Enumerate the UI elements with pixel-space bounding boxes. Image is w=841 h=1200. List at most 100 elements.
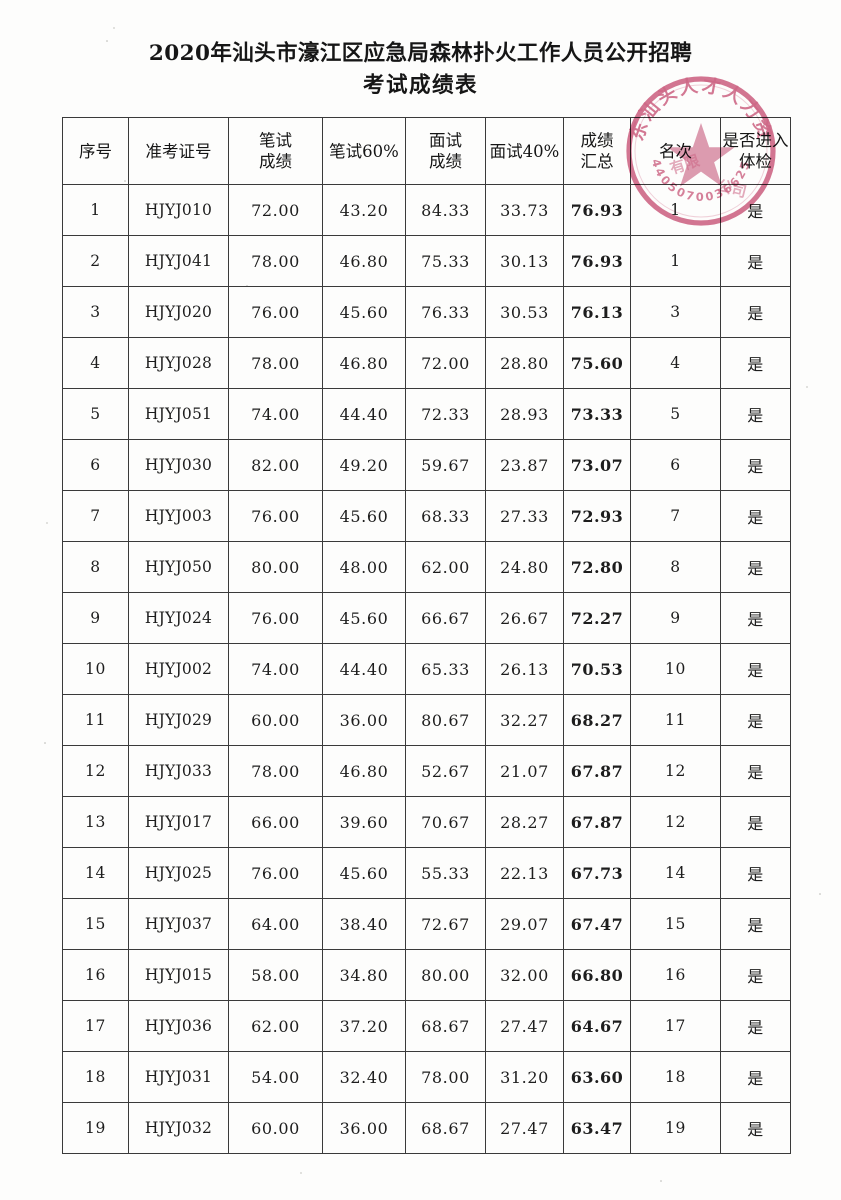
cell-written-score: 78.00	[228, 235, 323, 287]
cell-rank: 9	[630, 592, 721, 644]
column-header-rank: 名次	[630, 117, 721, 185]
cell-physical-exam: 是	[720, 388, 791, 440]
cell-total-score: 67.47	[563, 898, 631, 950]
cell-admission-code: HJYJ041	[128, 235, 229, 287]
cell-written-score: 76.00	[228, 847, 323, 899]
cell-physical-exam: 是	[720, 286, 791, 338]
cell-physical-exam: 是	[720, 184, 791, 236]
table-row: 2 HJYJ041 78.00 46.80 75.33 30.13 76.93 1 是	[62, 235, 791, 287]
cell-rank: 18	[630, 1051, 721, 1103]
table-row: 9 HJYJ024 76.00 45.60 66.67 26.67 72.27 9 是	[62, 592, 791, 644]
cell-written-score: 80.00	[228, 541, 323, 593]
cell-physical-exam: 是	[720, 643, 791, 695]
cell-admission-code: HJYJ050	[128, 541, 229, 593]
cell-total-score: 76.93	[563, 184, 631, 236]
cell-index: 16	[62, 949, 129, 1001]
cell-written-score: 76.00	[228, 592, 323, 644]
cell-admission-code: HJYJ051	[128, 388, 229, 440]
cell-rank: 7	[630, 490, 721, 542]
cell-interview-40: 30.53	[485, 286, 564, 338]
cell-interview-score: 62.00	[405, 541, 486, 593]
cell-written-60: 46.80	[322, 337, 406, 389]
cell-rank: 19	[630, 1102, 721, 1154]
cell-admission-code: HJYJ028	[128, 337, 229, 389]
cell-physical-exam: 是	[720, 235, 791, 287]
cell-written-60: 45.60	[322, 286, 406, 338]
cell-interview-40: 27.47	[485, 1102, 564, 1154]
cell-index: 11	[62, 694, 129, 746]
table-header-row: 序号 准考证号 笔试 成绩 笔试60% 面试 成绩	[62, 117, 791, 185]
cell-index: 13	[62, 796, 129, 848]
cell-written-60: 34.80	[322, 949, 406, 1001]
scan-speck	[819, 893, 821, 895]
cell-index: 18	[62, 1051, 129, 1103]
cell-interview-score: 52.67	[405, 745, 486, 797]
column-header-written60: 笔试60%	[322, 117, 406, 185]
cell-total-score: 67.73	[563, 847, 631, 899]
cell-interview-40: 24.80	[485, 541, 564, 593]
table-row: 5 HJYJ051 74.00 44.40 72.33 28.93 73.33 5 是	[62, 388, 791, 440]
cell-admission-code: HJYJ017	[128, 796, 229, 848]
cell-total-score: 72.80	[563, 541, 631, 593]
cell-interview-40: 28.93	[485, 388, 564, 440]
cell-physical-exam: 是	[720, 592, 791, 644]
table-row: 4 HJYJ028 78.00 46.80 72.00 28.80 75.60 4 是	[62, 337, 791, 389]
cell-index: 7	[62, 490, 129, 542]
cell-interview-score: 70.67	[405, 796, 486, 848]
cell-admission-code: HJYJ020	[128, 286, 229, 338]
cell-index: 17	[62, 1000, 129, 1052]
cell-written-60: 43.20	[322, 184, 406, 236]
cell-admission-code: HJYJ025	[128, 847, 229, 899]
column-header-interview40: 面试40%	[485, 117, 564, 185]
cell-admission-code: HJYJ033	[128, 745, 229, 797]
cell-interview-score: 59.67	[405, 439, 486, 491]
cell-written-60: 46.80	[322, 235, 406, 287]
cell-rank: 17	[630, 1000, 721, 1052]
cell-index: 4	[62, 337, 129, 389]
cell-physical-exam: 是	[720, 796, 791, 848]
column-header-pass: 是否进入 体检	[720, 117, 791, 185]
cell-physical-exam: 是	[720, 745, 791, 797]
cell-rank: 3	[630, 286, 721, 338]
cell-written-score: 78.00	[228, 337, 323, 389]
cell-interview-score: 80.67	[405, 694, 486, 746]
table-row: 10 HJYJ002 74.00 44.40 65.33 26.13 70.53 10 是	[62, 643, 791, 695]
scores-table-container: 序号 准考证号 笔试 成绩 笔试60% 面试 成绩	[62, 117, 791, 1154]
column-header-total: 成绩 汇总	[563, 117, 631, 185]
column-header-written: 笔试 成绩	[228, 117, 323, 185]
table-row: 18 HJYJ031 54.00 32.40 78.00 31.20 63.60 18 是	[62, 1051, 791, 1103]
table-body: 1 HJYJ010 72.00 43.20 84.33 33.73 76.93 1 是 2 HJYJ…	[62, 184, 791, 1154]
cell-total-score: 67.87	[563, 745, 631, 797]
cell-physical-exam: 是	[720, 337, 791, 389]
cell-total-score: 66.80	[563, 949, 631, 1001]
cell-interview-score: 78.00	[405, 1051, 486, 1103]
cell-interview-40: 29.07	[485, 898, 564, 950]
cell-admission-code: HJYJ015	[128, 949, 229, 1001]
cell-index: 14	[62, 847, 129, 899]
scan-speck	[300, 1172, 302, 1174]
cell-total-score: 68.27	[563, 694, 631, 746]
cell-interview-score: 76.33	[405, 286, 486, 338]
cell-rank: 11	[630, 694, 721, 746]
cell-written-score: 66.00	[228, 796, 323, 848]
cell-admission-code: HJYJ002	[128, 643, 229, 695]
cell-admission-code: HJYJ032	[128, 1102, 229, 1154]
cell-interview-40: 26.67	[485, 592, 564, 644]
cell-written-60: 45.60	[322, 592, 406, 644]
cell-written-60: 46.80	[322, 745, 406, 797]
cell-written-60: 49.20	[322, 439, 406, 491]
cell-physical-exam: 是	[720, 1051, 791, 1103]
scan-speck	[44, 742, 46, 744]
cell-admission-code: HJYJ029	[128, 694, 229, 746]
cell-interview-score: 65.33	[405, 643, 486, 695]
cell-index: 19	[62, 1102, 129, 1154]
cell-rank: 14	[630, 847, 721, 899]
cell-interview-40: 32.00	[485, 949, 564, 1001]
cell-physical-exam: 是	[720, 898, 791, 950]
cell-total-score: 75.60	[563, 337, 631, 389]
cell-written-score: 74.00	[228, 388, 323, 440]
cell-interview-score: 72.67	[405, 898, 486, 950]
cell-interview-40: 21.07	[485, 745, 564, 797]
cell-interview-score: 68.67	[405, 1000, 486, 1052]
column-header-interview: 面试 成绩	[405, 117, 486, 185]
